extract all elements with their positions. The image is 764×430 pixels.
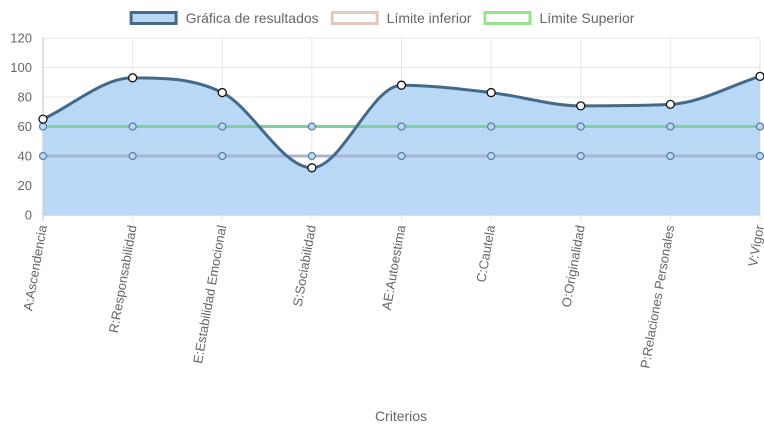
data-point-limite-inferior[interactable] bbox=[666, 151, 675, 161]
x-axis-title: Criterios bbox=[375, 408, 427, 424]
data-point-limite-superior[interactable] bbox=[128, 122, 137, 131]
data-point-limite-inferior[interactable] bbox=[576, 151, 585, 161]
y-tick-label: 100 bbox=[10, 60, 32, 75]
data-point-limite-inferior[interactable] bbox=[397, 151, 406, 161]
data-point-limite-inferior[interactable] bbox=[38, 151, 48, 161]
x-tick-label-p-relaciones-personales: P:Relaciones Personales bbox=[637, 223, 677, 369]
x-tick-label-ae-autoestima: AE:Autoestima bbox=[379, 223, 409, 311]
data-point-limite-inferior[interactable] bbox=[218, 151, 227, 161]
legend-label: Límite Superior bbox=[539, 10, 634, 26]
series-layer bbox=[38, 71, 764, 215]
y-tick-label: 40 bbox=[18, 149, 32, 164]
data-point-grafica-de-resultados[interactable] bbox=[217, 87, 227, 98]
y-tick-label: 20 bbox=[18, 178, 32, 193]
series-line-grafica-de-resultados bbox=[42, 74, 761, 170]
x-tick-label-r-responsabilidad: R:Responsabilidad bbox=[106, 224, 140, 334]
data-point-grafica-de-resultados[interactable] bbox=[307, 163, 317, 173]
legend-item-grafica-de-resultados[interactable]: Gráfica de resultados bbox=[129, 10, 319, 26]
data-point-grafica-de-resultados[interactable] bbox=[38, 114, 48, 124]
y-tick-label: 80 bbox=[18, 90, 32, 105]
data-point-limite-inferior[interactable] bbox=[307, 151, 316, 161]
legend-item-limite-inferior[interactable]: Límite inferior bbox=[330, 10, 472, 26]
legend-label: Límite inferior bbox=[387, 10, 472, 26]
data-point-limite-superior[interactable] bbox=[397, 122, 406, 131]
x-tick-label-a-ascendencia: A:Ascendencia bbox=[20, 223, 50, 312]
legend-label: Gráfica de resultados bbox=[186, 10, 319, 26]
data-point-grafica-de-resultados[interactable] bbox=[486, 87, 496, 98]
y-tick-label: 120 bbox=[10, 31, 32, 46]
data-point-limite-superior[interactable] bbox=[487, 122, 496, 131]
data-point-limite-superior[interactable] bbox=[666, 122, 675, 131]
data-point-limite-inferior[interactable] bbox=[487, 151, 496, 161]
x-tick-label-o-originalidad: O:Originalidad bbox=[559, 224, 588, 308]
data-point-grafica-de-resultados[interactable] bbox=[755, 71, 764, 81]
data-point-limite-superior[interactable] bbox=[576, 122, 585, 131]
data-point-limite-superior[interactable] bbox=[218, 122, 227, 131]
x-tick-label-s-sociabilidad: S:Sociabilidad bbox=[290, 224, 319, 308]
legend-swatch bbox=[129, 11, 178, 25]
data-point-grafica-de-resultados[interactable] bbox=[396, 80, 407, 90]
legend-swatch bbox=[483, 11, 532, 25]
data-point-limite-inferior[interactable] bbox=[755, 151, 764, 161]
x-tick-label-v-vigor: V:Vigor bbox=[745, 223, 764, 268]
legend: Gráfica de resultados Límite inferior Lími… bbox=[129, 10, 635, 26]
legend-swatch bbox=[330, 11, 379, 25]
data-point-limite-superior[interactable] bbox=[307, 122, 316, 131]
data-point-limite-inferior[interactable] bbox=[128, 151, 137, 161]
x-tick-label-c-cautela: C:Cautela bbox=[473, 223, 498, 283]
data-point-grafica-de-resultados[interactable] bbox=[127, 73, 138, 83]
data-point-limite-superior[interactable] bbox=[38, 122, 48, 131]
data-point-limite-superior[interactable] bbox=[755, 122, 764, 131]
data-point-grafica-de-resultados[interactable] bbox=[665, 99, 676, 110]
series-area-grafica-de-resultados bbox=[43, 76, 760, 215]
data-point-grafica-de-resultados[interactable] bbox=[576, 101, 586, 111]
y-tick-label: 60 bbox=[18, 119, 32, 134]
y-tick-label: 0 bbox=[25, 208, 32, 223]
x-tick-label-e-estabilidad-emocional: E:Estabilidad Emocional bbox=[190, 224, 229, 365]
legend-item-limite-superior[interactable]: Límite Superior bbox=[483, 10, 635, 26]
